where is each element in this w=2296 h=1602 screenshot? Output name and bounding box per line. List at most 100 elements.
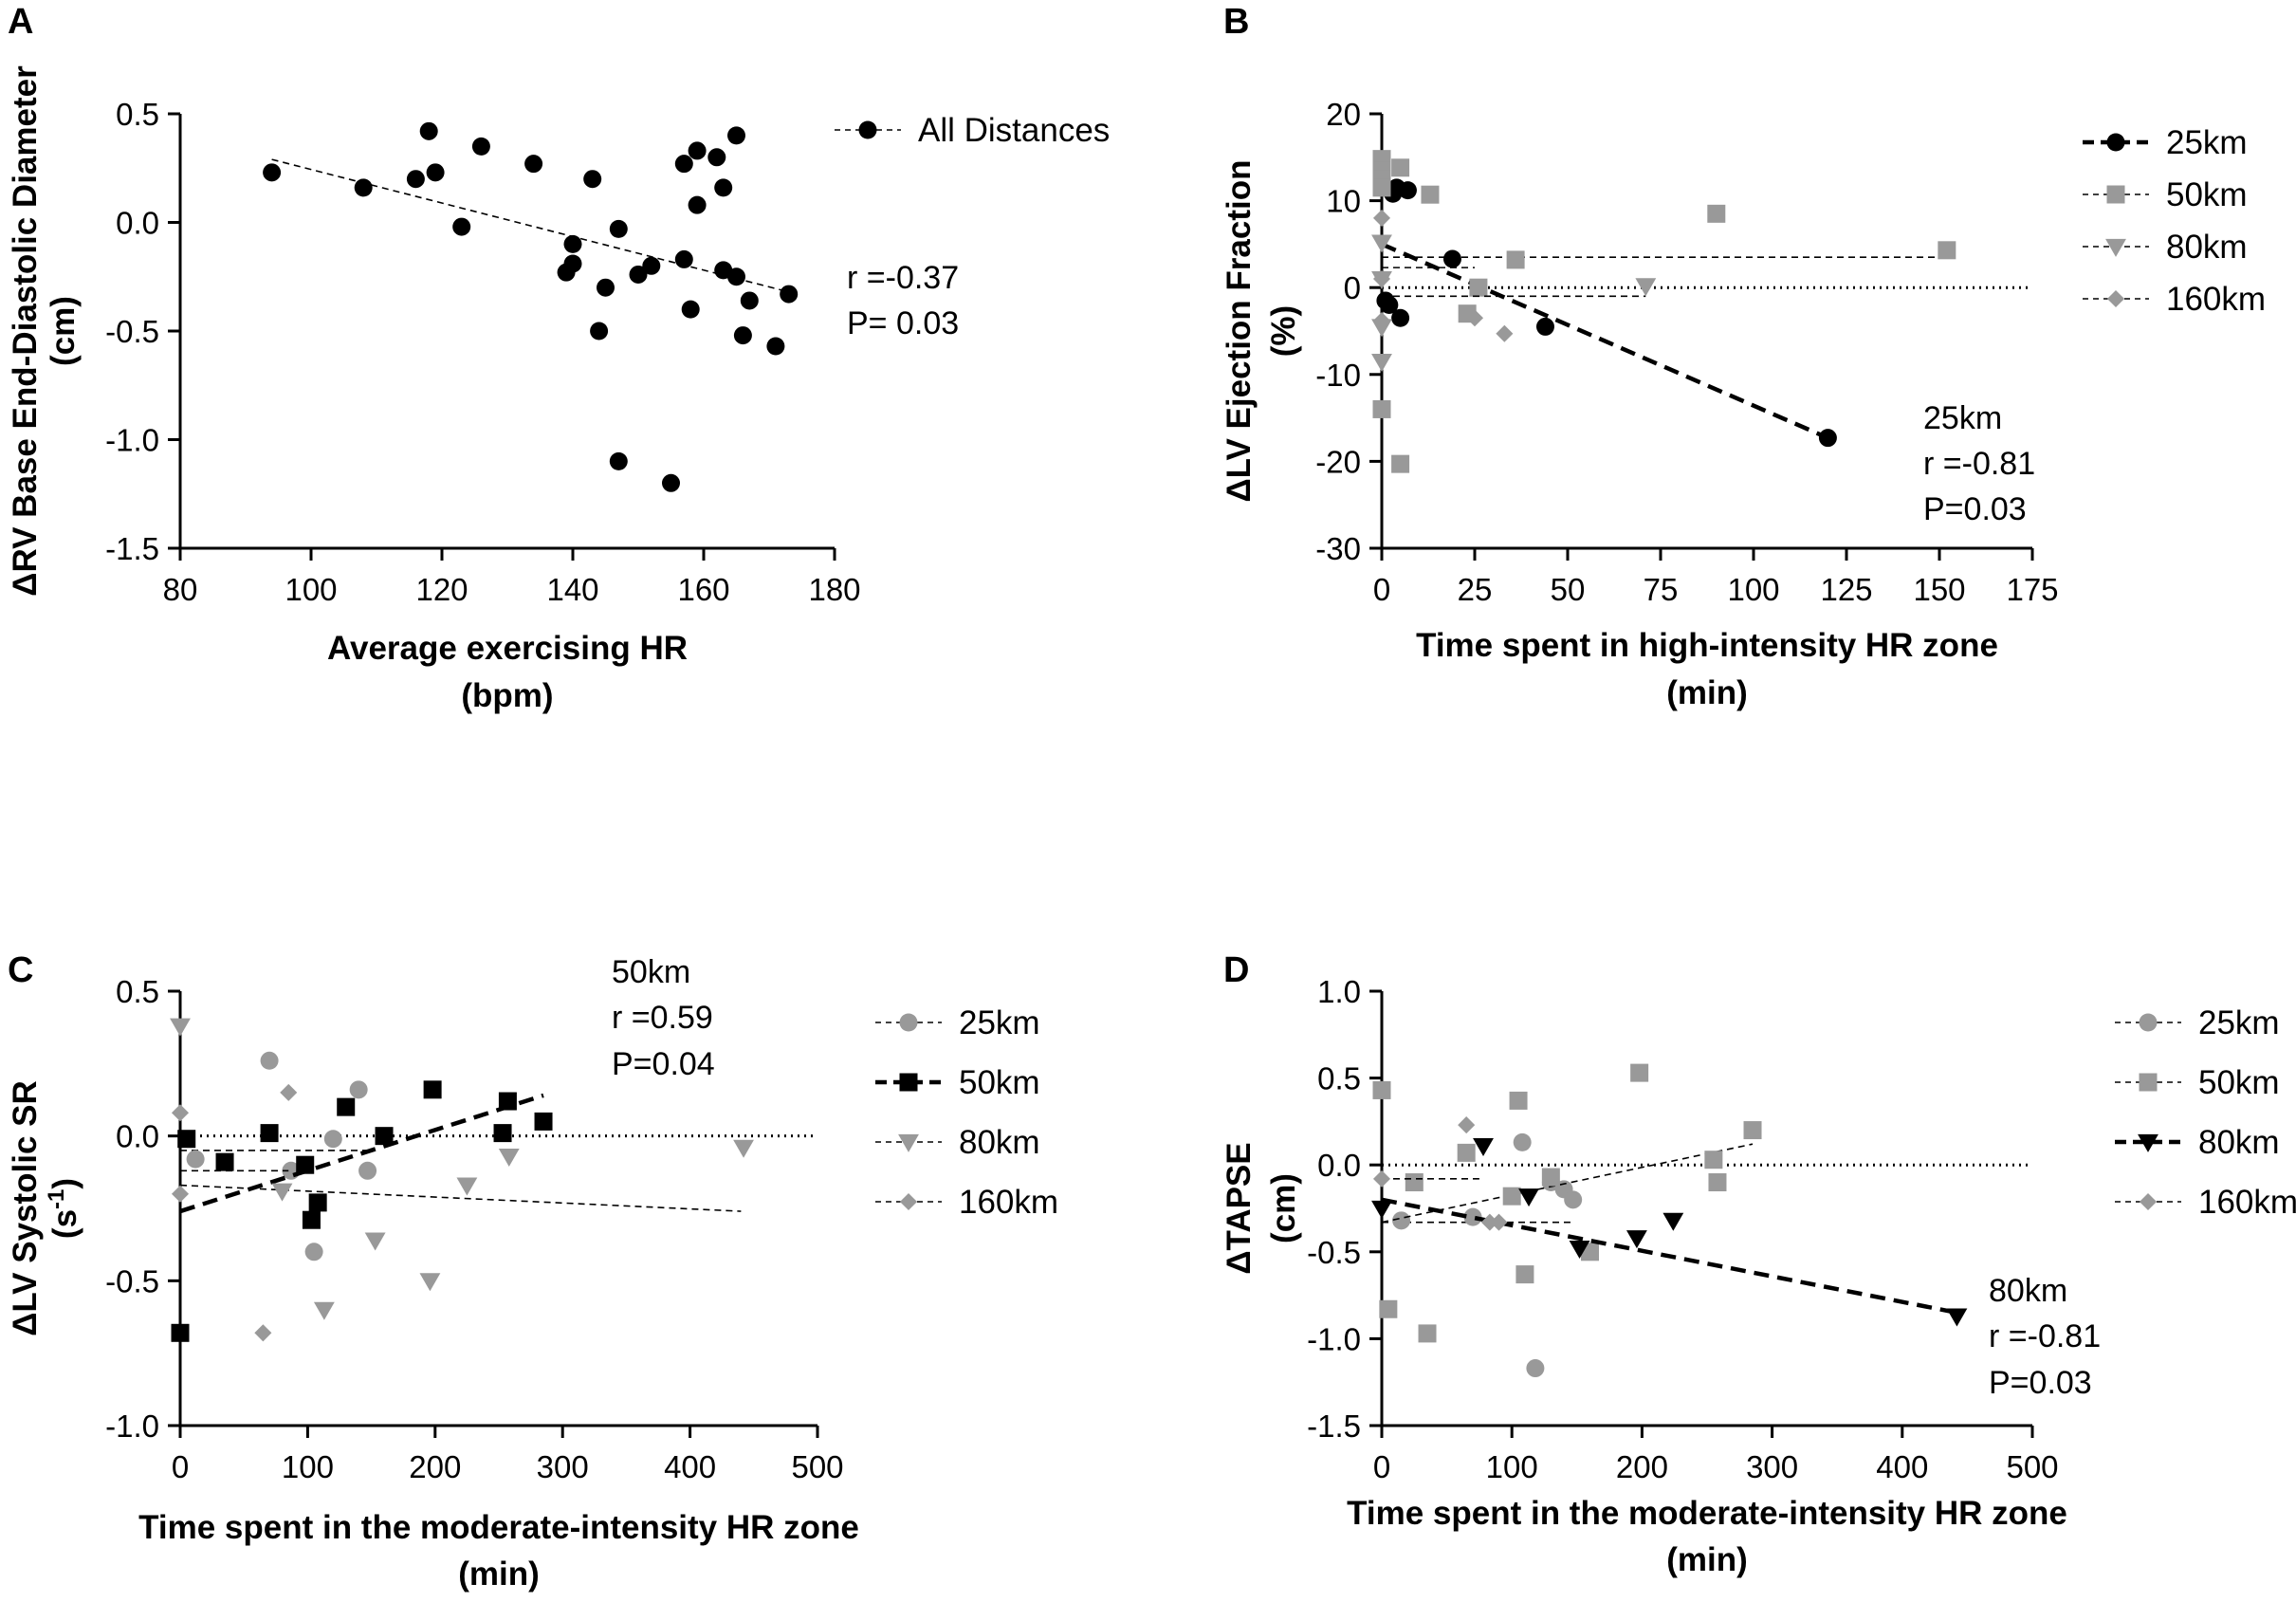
data-point xyxy=(1564,1190,1583,1209)
data-point xyxy=(1380,296,1399,315)
x-tick-label: 175 xyxy=(2006,572,2058,607)
data-point xyxy=(426,163,445,182)
data-point xyxy=(260,1051,279,1070)
data-point xyxy=(681,300,700,319)
panel-label: A xyxy=(8,2,33,42)
data-point xyxy=(296,1155,315,1174)
legend-item: 50km xyxy=(2115,1064,2280,1101)
legend-label: 80km xyxy=(2166,229,2248,266)
y-tick-label: 0.0 xyxy=(1317,1148,1361,1183)
x-tick-label: 180 xyxy=(808,572,860,607)
series-80km xyxy=(1371,1137,1968,1327)
data-point xyxy=(1541,1168,1560,1187)
data-point xyxy=(1502,1187,1521,1206)
data-point xyxy=(471,137,490,156)
data-point xyxy=(688,141,707,160)
legend-marker xyxy=(2138,1133,2158,1152)
data-point xyxy=(1371,1200,1392,1219)
data-point xyxy=(375,1127,394,1146)
data-point xyxy=(1392,1211,1411,1230)
data-point xyxy=(1473,1137,1494,1156)
data-point xyxy=(171,1323,190,1342)
stat-annotation: P=0.04 xyxy=(612,1046,715,1082)
data-point xyxy=(1372,209,1391,227)
regression-line xyxy=(179,1093,544,1214)
y-tick-label: 0 xyxy=(1344,270,1361,305)
x-tick-label: 300 xyxy=(1746,1449,1798,1484)
data-point xyxy=(254,1324,272,1342)
data-point xyxy=(1496,324,1514,342)
x-axis-unit: (min) xyxy=(1666,1541,1748,1578)
series-25km xyxy=(180,1051,377,1261)
data-point xyxy=(498,1148,520,1167)
data-point xyxy=(563,254,582,273)
data-point xyxy=(354,178,373,197)
data-point xyxy=(1391,158,1410,177)
legend-marker xyxy=(899,1013,918,1032)
data-point xyxy=(733,326,752,345)
panel-label: D xyxy=(1223,950,1249,990)
x-tick-label: 300 xyxy=(537,1449,589,1484)
data-point xyxy=(1372,1080,1391,1099)
data-point xyxy=(1708,1173,1727,1192)
data-point xyxy=(1506,250,1525,269)
x-tick-label: 140 xyxy=(546,572,598,607)
data-point xyxy=(304,1243,323,1261)
legend-marker xyxy=(2139,1192,2158,1211)
data-point xyxy=(674,249,693,268)
stat-annotation: r =-0.37 xyxy=(847,260,959,296)
legend-item: 25km xyxy=(2083,124,2248,161)
x-axis-title: Time spent in the moderate-intensity HR … xyxy=(1347,1495,2067,1532)
legend-label: 160km xyxy=(959,1184,1058,1221)
x-tick-label: 100 xyxy=(282,1449,334,1484)
stat-annotation: 50km xyxy=(612,954,690,990)
data-point xyxy=(1372,270,1391,288)
data-point xyxy=(1372,178,1391,197)
y-tick-label: -20 xyxy=(1315,444,1361,479)
legend-item: 25km xyxy=(875,1004,1040,1041)
data-point xyxy=(674,155,693,174)
data-point xyxy=(1465,309,1484,327)
panel-label: B xyxy=(1223,2,1249,42)
x-axis-title: Time spent in high-intensity HR zone xyxy=(1416,627,1998,664)
x-tick-label: 500 xyxy=(791,1449,843,1484)
stat-annotation: 80km xyxy=(1989,1273,2067,1309)
data-point xyxy=(364,1232,386,1251)
data-point xyxy=(456,1177,478,1196)
data-point xyxy=(609,451,628,470)
panel-label: C xyxy=(8,950,33,990)
legend-label: 50km xyxy=(2198,1064,2280,1101)
y-tick-label: -10 xyxy=(1315,358,1361,393)
legend-label: All Distances xyxy=(918,112,1110,149)
x-tick-label: 80 xyxy=(163,572,198,607)
x-tick-label: 500 xyxy=(2006,1449,2058,1484)
legend-marker xyxy=(858,120,877,139)
y-axis-title: ΔRV Base End-Diastolic Diameter xyxy=(7,65,44,597)
x-tick-label: 25 xyxy=(1458,572,1493,607)
data-point xyxy=(1526,1359,1545,1378)
stat-annotation: P=0.03 xyxy=(1923,491,2027,527)
data-point xyxy=(1469,278,1488,297)
x-tick-label: 200 xyxy=(409,1449,461,1484)
data-point xyxy=(1405,1173,1424,1192)
data-point xyxy=(1421,185,1440,204)
legend-label: 25km xyxy=(2166,124,2248,161)
y-tick-label: 10 xyxy=(1326,184,1361,219)
y-tick-label: -30 xyxy=(1315,531,1361,566)
stat-annotation: r =0.59 xyxy=(612,1000,713,1036)
x-axis-title: Time spent in the moderate-intensity HR … xyxy=(138,1509,859,1546)
legend-item: 50km xyxy=(875,1064,1040,1101)
y-tick-label: -1.0 xyxy=(105,1409,159,1444)
series-25km xyxy=(1376,178,1837,448)
data-point xyxy=(1372,311,1391,330)
x-tick-label: 100 xyxy=(1727,572,1779,607)
data-point xyxy=(714,178,733,197)
series-25km xyxy=(1382,1132,1583,1378)
data-point xyxy=(727,126,745,145)
y-axis-title: ΔTAPSE xyxy=(1221,1142,1258,1274)
data-point xyxy=(1509,1091,1528,1110)
data-point xyxy=(1418,1324,1437,1343)
regression-line xyxy=(1381,1143,1754,1224)
data-point xyxy=(271,1183,293,1202)
data-point xyxy=(1391,454,1410,473)
